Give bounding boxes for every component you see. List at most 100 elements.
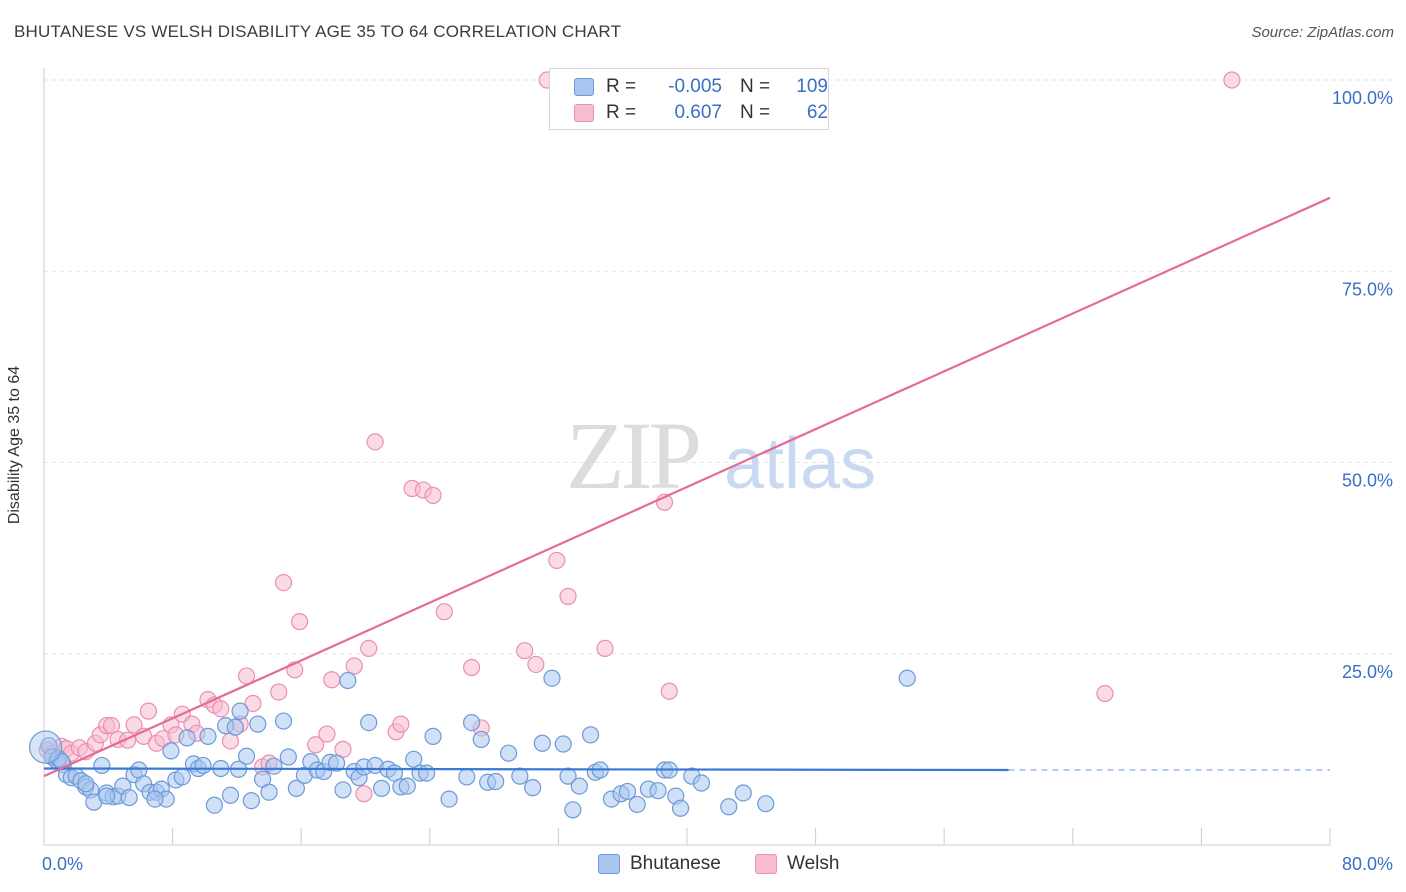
source-label: Source: ZipAtlas.com [1251, 24, 1394, 41]
welsh-point [366, 433, 384, 451]
welsh-point [323, 671, 341, 689]
legend-r-value: 0.607 [674, 102, 722, 123]
bhutanese-point [173, 768, 191, 786]
bhutanese-point [524, 779, 542, 797]
correlation-legend: R = -0.005 N = 109 R = 0.607 N = 62 [549, 68, 829, 130]
bhutanese-point [649, 782, 667, 800]
watermark-zip: ZIP [566, 402, 699, 509]
trend-layer [43, 196, 1331, 778]
bhutanese-point [120, 788, 138, 807]
axis-layer [43, 68, 1331, 846]
welsh-point [516, 642, 534, 660]
bhutanese-point [581, 726, 600, 744]
welsh-point [1096, 684, 1114, 703]
bhutanese-point [398, 777, 416, 795]
legend-n-label: N = [740, 76, 771, 97]
welsh-point [559, 587, 577, 605]
bottom-legend-welsh: Welsh [755, 852, 839, 876]
bhutanese-point [199, 727, 217, 745]
bhutanese-point [242, 792, 260, 810]
y-tick-label: 75.0% [1342, 279, 1393, 299]
bhutanese-point [554, 735, 572, 753]
bhutanese-point [274, 712, 293, 730]
bhutanese-point [237, 747, 256, 765]
chart-title: BHUTANESE VS WELSH DISABILITY AGE 35 TO … [14, 22, 622, 41]
bhutanese-point [757, 795, 775, 813]
welsh-point [345, 657, 363, 675]
x-tick-label: 80.0% [1342, 854, 1393, 874]
welsh-point [527, 655, 545, 674]
bhutanese-point [146, 790, 164, 808]
bhutanese-point [564, 801, 582, 819]
y-tick-label: 25.0% [1342, 662, 1393, 682]
bhutanese-point [287, 779, 305, 797]
bhutanese-point [898, 669, 916, 687]
legend-n-label: N = [740, 102, 771, 123]
legend-n-value: 109 [796, 76, 828, 97]
welsh-point [139, 702, 158, 720]
bhutanese-point [194, 756, 212, 775]
welsh-point [307, 736, 325, 754]
bhutanese-point [249, 715, 267, 733]
bhutanese-point [77, 775, 95, 793]
bhutanese-point [511, 767, 529, 785]
tick-label-layer: 25.0% 50.0% 75.0% 100.0% 0.0% 80.0% [42, 88, 1393, 874]
legend-r-label: R = [606, 76, 637, 97]
bhutanese-point [533, 734, 551, 752]
bottom-legend-label-bhutanese: Bhutanese [630, 853, 721, 874]
bhutanese-point [671, 799, 690, 817]
welsh-point [290, 613, 309, 631]
points-layer [29, 71, 1241, 819]
bhutanese-point [98, 787, 116, 805]
bhutanese-point [29, 730, 63, 764]
welsh-point [334, 740, 352, 758]
bhutanese-point [205, 796, 223, 814]
welsh-point [270, 683, 288, 701]
bhutanese-point [440, 790, 458, 808]
welsh-trend-line [43, 196, 1331, 778]
bhutanese-point [162, 742, 180, 760]
bhutanese-point [339, 671, 357, 690]
welsh-point [318, 725, 336, 743]
bhutanese-point [93, 756, 111, 775]
welsh-point [548, 551, 566, 570]
legend-row-bhutanese: R = -0.005 N = 109 [550, 74, 828, 100]
bhutanese-point [424, 727, 442, 745]
welsh-point [392, 715, 410, 733]
y-axis-title: Disability Age 35 to 64 [6, 365, 23, 525]
bhutanese-point [734, 784, 752, 802]
bhutanese-point [178, 729, 196, 747]
bhutanese-point [360, 713, 378, 732]
bottom-legend-bhutanese: Bhutanese [598, 852, 721, 876]
welsh-point [435, 603, 453, 621]
bhutanese-point [221, 786, 240, 804]
welsh-point [244, 694, 262, 713]
welsh-point [102, 717, 121, 735]
bhutanese-point [570, 777, 588, 795]
bottom-legend-swatch-bhutanese [598, 854, 620, 874]
welsh-point [355, 785, 373, 803]
legend-n-value: 62 [806, 102, 828, 123]
bhutanese-point [720, 798, 738, 816]
bhutanese-point [462, 713, 481, 732]
bhutanese-point [327, 754, 346, 772]
bhutanese-point [499, 744, 518, 762]
bhutanese-point [543, 669, 561, 687]
bhutanese-point [628, 795, 646, 814]
bhutanese-point [618, 782, 637, 801]
welsh-point [1223, 71, 1241, 89]
legend-r-value: -0.005 [668, 76, 722, 97]
welsh-point [596, 639, 614, 657]
welsh-point [462, 658, 481, 677]
welsh-point [360, 639, 378, 657]
bhutanese-point [334, 781, 352, 799]
bhutanese-point [417, 764, 436, 782]
welsh-point [274, 574, 293, 592]
bottom-legend-label-welsh: Welsh [787, 853, 840, 874]
x-tick-label: 0.0% [42, 854, 83, 874]
welsh-point [424, 486, 442, 504]
bhutanese-point [692, 774, 711, 792]
bhutanese-point [559, 767, 577, 785]
bhutanese-point [260, 783, 278, 801]
